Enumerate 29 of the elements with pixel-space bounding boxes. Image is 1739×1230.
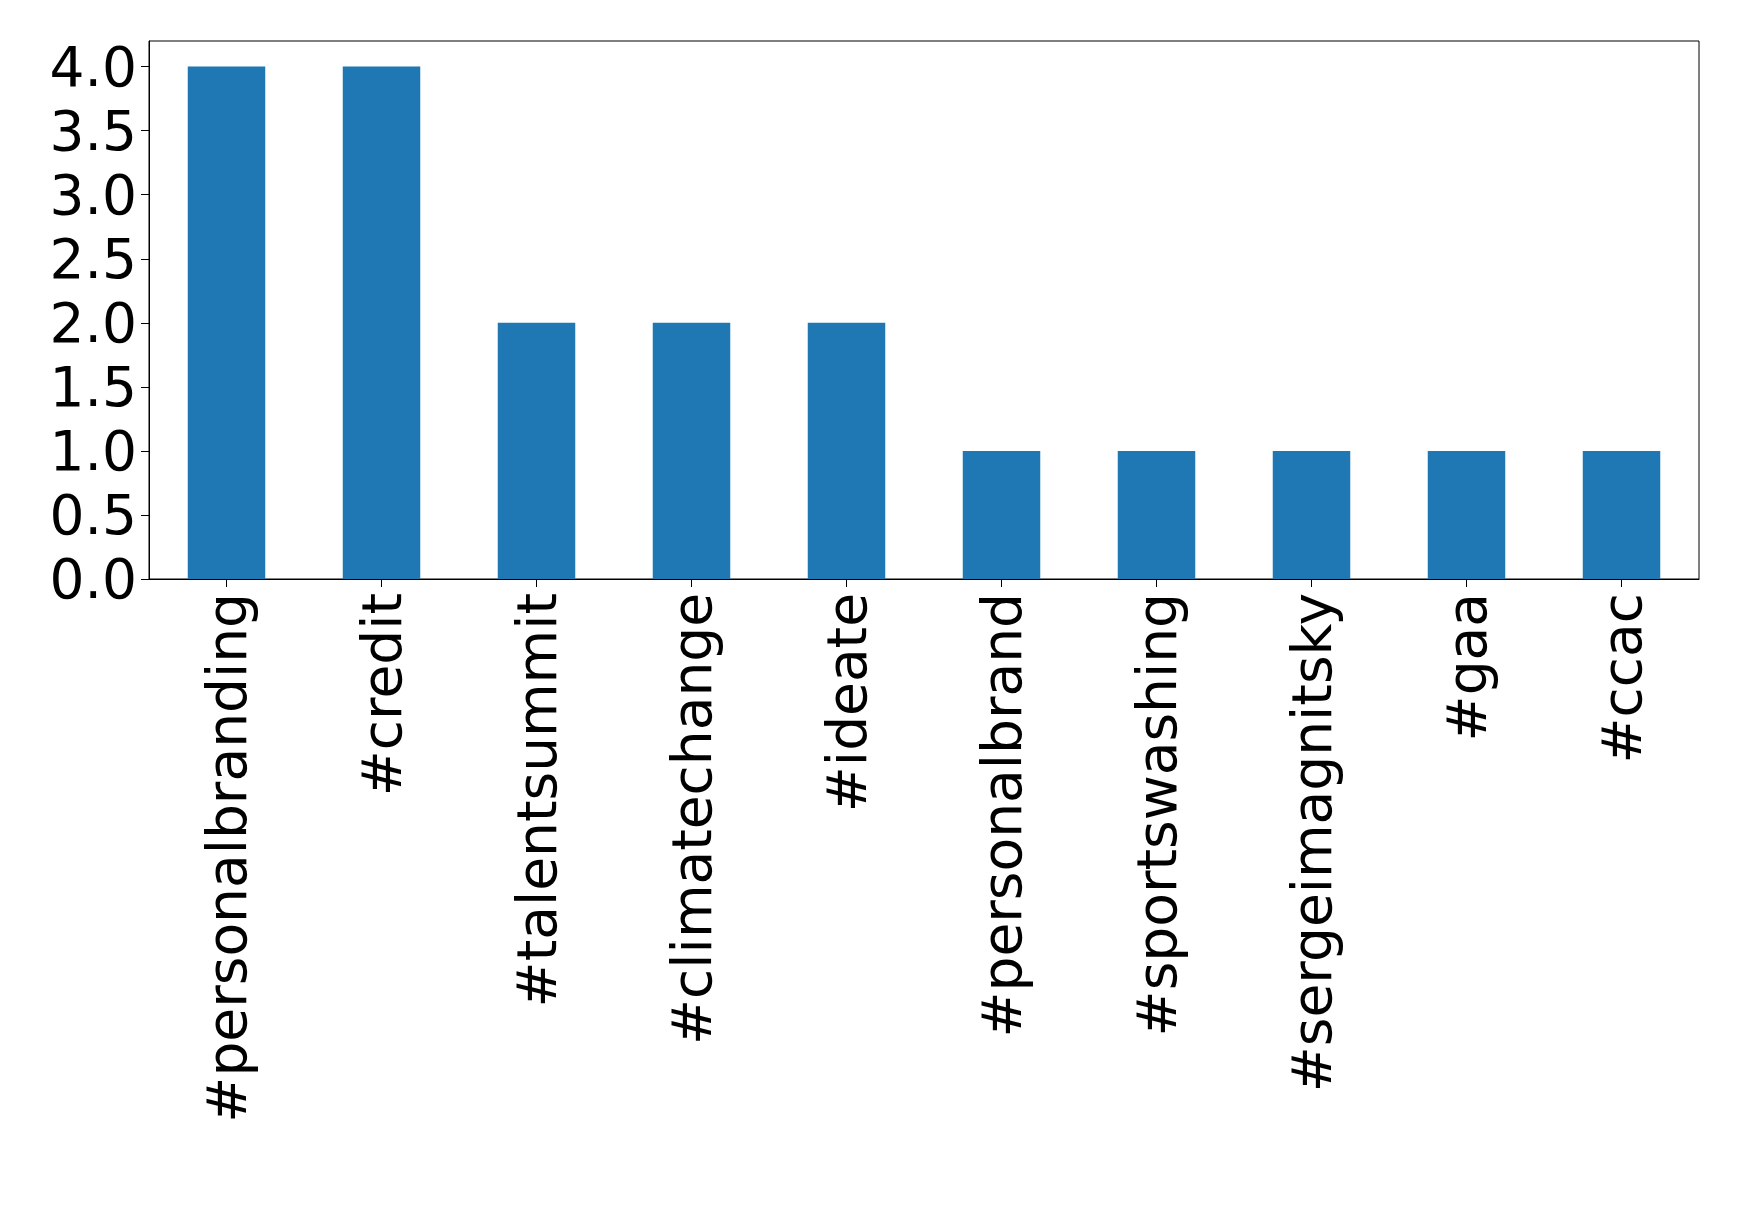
- x-tick-label: #ccac: [1589, 593, 1654, 764]
- x-tick-label: #climatechange: [659, 593, 724, 1045]
- bar: [1427, 450, 1506, 579]
- x-tick-label: #credit: [349, 593, 414, 797]
- bar: [1272, 450, 1351, 579]
- y-tick-label: 4.0: [49, 34, 137, 99]
- bar: [342, 66, 421, 579]
- x-tick-label: #sergeimagnitsky: [1279, 593, 1344, 1093]
- bar: [807, 322, 886, 579]
- y-tick-label: 0.5: [49, 482, 137, 547]
- x-tick-label: #sportswashing: [1124, 593, 1189, 1037]
- x-tick-label: #personalbrand: [969, 593, 1034, 1038]
- bar: [652, 322, 731, 579]
- bar: [497, 322, 576, 579]
- x-tick-label: #talentsummit: [504, 593, 569, 1008]
- x-tick-label: #gaa: [1434, 593, 1499, 742]
- y-tick-label: 2.0: [49, 290, 137, 355]
- y-tick-label: 1.5: [49, 354, 137, 419]
- y-tick-label: 1.0: [49, 418, 137, 483]
- bar: [962, 450, 1041, 579]
- y-tick-label: 3.0: [49, 162, 137, 227]
- y-tick-label: 2.5: [49, 226, 137, 291]
- bar: [1582, 450, 1661, 579]
- bar: [1117, 450, 1196, 579]
- bar: [187, 66, 266, 579]
- x-tick-label: #ideate: [814, 593, 879, 813]
- y-tick-label: 0.0: [49, 547, 137, 611]
- y-tick-label: 3.5: [49, 98, 137, 163]
- x-tick-label: #personalbranding: [194, 593, 259, 1123]
